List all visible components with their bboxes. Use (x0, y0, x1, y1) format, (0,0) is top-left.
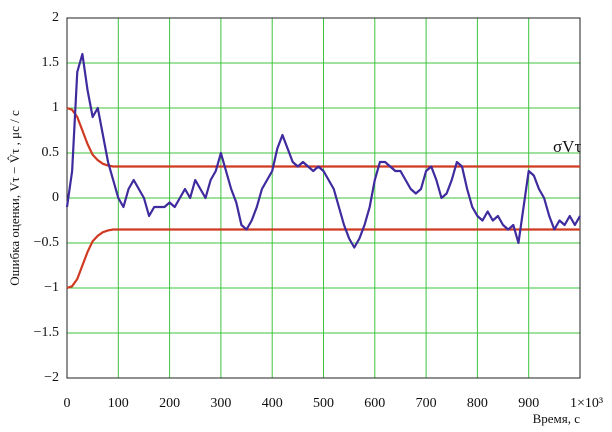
x-tick-label: 300 (210, 396, 231, 411)
y-tick-label: −1 (44, 280, 59, 295)
series-line (65, 52, 581, 249)
annotation: σVτ (553, 137, 581, 156)
x-tick-label: 200 (159, 396, 180, 411)
y-tick-label: −1.5 (34, 325, 59, 340)
x-tick-label: 400 (262, 396, 283, 411)
x-tick-label: 900 (518, 396, 539, 411)
x-tick-label: 1×10³ (570, 396, 603, 411)
x-tick-label: 500 (313, 396, 334, 411)
x-tick-label: 700 (416, 396, 437, 411)
y-tick-label: −0.5 (34, 235, 59, 250)
y-tick-label: 0 (52, 190, 59, 205)
plot-frame (66, 17, 581, 379)
x-tick-label: 800 (467, 396, 488, 411)
series-line (66, 106, 580, 168)
x-tick-label: 100 (108, 396, 129, 411)
y-tick-label: 2 (52, 10, 59, 25)
y-tick-label: −2 (44, 370, 59, 385)
x-tick-label: 600 (364, 396, 385, 411)
y-tick-label: 1.5 (42, 55, 60, 70)
y-axis-label: Ошибка оценки, Vτ − V̂τ , μс / с (7, 110, 22, 286)
y-tick-label: 0.5 (42, 145, 60, 160)
x-tick-label: 0 (64, 396, 71, 411)
y-tick-label: 1 (52, 100, 59, 115)
series-line (66, 228, 580, 290)
x-axis-label: Время, с (533, 411, 581, 426)
